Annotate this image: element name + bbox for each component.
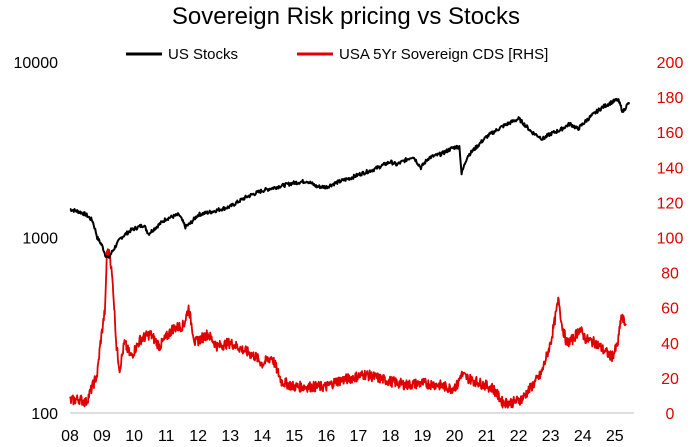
right-axis-tick-label: 140 xyxy=(657,160,684,177)
x-axis-tick-label: 17 xyxy=(350,428,368,445)
right-axis-tick-label: 160 xyxy=(657,125,684,142)
x-axis-tick-label: 24 xyxy=(574,428,592,445)
right-axis-tick-label: 100 xyxy=(657,231,684,248)
x-axis-tick-label: 13 xyxy=(221,428,239,445)
series-line-usa-cds xyxy=(69,248,627,409)
x-axis-tick-label: 25 xyxy=(606,428,624,445)
legend-label-usa-cds: USA 5Yr Sovereign CDS [RHS] xyxy=(339,46,548,63)
left-axis-tick-label: 1000 xyxy=(22,231,58,248)
x-axis-tick-label: 08 xyxy=(61,428,79,445)
x-axis-tick-label: 22 xyxy=(510,428,528,445)
right-axis-tick-label: 20 xyxy=(661,371,679,388)
x-axis-tick-label: 16 xyxy=(317,428,335,445)
x-axis-tick-label: 12 xyxy=(189,428,207,445)
left-axis-tick-label: 10000 xyxy=(14,55,59,72)
x-axis-tick-label: 14 xyxy=(253,428,271,445)
right-axis: 0 20 40 60 80 100 120 140 160 180 200 xyxy=(657,55,684,423)
x-axis-tick-label: 11 xyxy=(158,428,175,445)
right-axis-tick-label: 120 xyxy=(657,195,684,212)
right-axis-tick-label: 200 xyxy=(657,55,684,72)
right-axis-tick-label: 180 xyxy=(657,90,684,107)
chart-title: Sovereign Risk pricing vs Stocks xyxy=(172,3,520,30)
x-axis-tick-label: 10 xyxy=(125,428,143,445)
right-axis-tick-label: 80 xyxy=(661,266,679,283)
left-axis-tick-label: 100 xyxy=(31,406,58,423)
series-line-us-stocks xyxy=(69,97,631,259)
x-axis-tick-label: 09 xyxy=(93,428,111,445)
legend-label-us-stocks: US Stocks xyxy=(168,46,238,63)
left-axis: 100 1000 10000 xyxy=(14,55,59,423)
right-axis-tick-label: 60 xyxy=(661,301,679,318)
x-axis: 08 09 10 11 12 13 14 15 16 17 18 19 20 21 22 23 24 25 xyxy=(61,428,624,445)
x-axis-tick-label: 20 xyxy=(446,428,464,445)
right-axis-tick-label: 40 xyxy=(661,336,679,353)
x-axis-tick-label: 15 xyxy=(285,428,303,445)
right-axis-tick-label: 0 xyxy=(666,406,675,423)
x-axis-tick-label: 18 xyxy=(382,428,400,445)
x-axis-tick-label: 19 xyxy=(414,428,432,445)
x-axis-tick-label: 21 xyxy=(478,428,496,445)
legend: US Stocks USA 5Yr Sovereign CDS [RHS] xyxy=(126,46,548,63)
x-axis-tick-label: 23 xyxy=(542,428,560,445)
